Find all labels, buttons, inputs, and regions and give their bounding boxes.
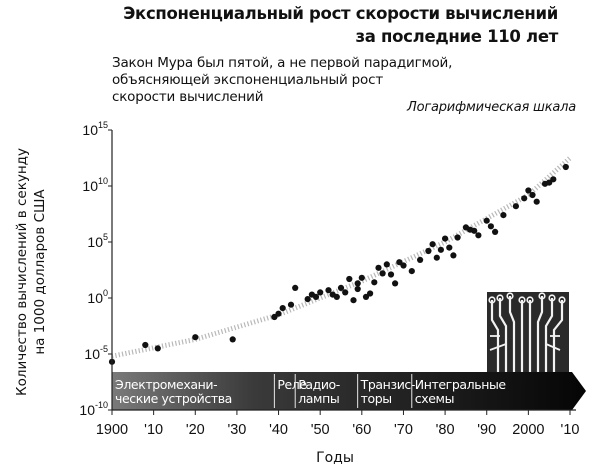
data-point: [392, 280, 399, 287]
x-tick-label: '10: [144, 422, 163, 438]
data-point: [362, 293, 370, 300]
data-point: [354, 280, 361, 287]
data-point: [446, 244, 453, 251]
data-point: [383, 261, 390, 268]
y-axis-label-line-1: Количество вычислений в секунду: [14, 148, 30, 396]
y-tick-label: 1015: [82, 120, 108, 138]
data-point: [483, 217, 490, 224]
data-point: [192, 334, 199, 341]
data-point: [512, 203, 520, 210]
data-point: [317, 289, 324, 296]
chart-title-line-2: за последние 110 лет: [355, 27, 558, 46]
data-point: [358, 274, 365, 281]
x-tick-label: '10: [561, 422, 580, 438]
chip-icon: [487, 292, 569, 372]
paradigm-timeline-bar: [112, 372, 586, 410]
data-point: [425, 247, 432, 255]
x-tick-label: '30: [227, 422, 246, 438]
data-point: [342, 289, 349, 296]
data-point: [492, 228, 499, 235]
data-point: [521, 195, 528, 202]
paradigm-label: Электромехани-: [115, 377, 217, 392]
data-point: [292, 284, 299, 291]
subtitle-line-1: Закон Мура был пятой, а не первой паради…: [112, 55, 453, 71]
data-point: [533, 198, 540, 205]
subtitle-line-2: объясняющей экспоненциальный рост: [112, 72, 383, 88]
data-point: [454, 234, 461, 241]
data-point: [396, 259, 403, 266]
y-tick-label: 10-10: [79, 400, 108, 418]
paradigm-label: Радио-: [298, 377, 340, 392]
data-point: [450, 252, 457, 259]
data-point: [287, 301, 295, 308]
data-point: [367, 290, 374, 297]
data-point: [346, 275, 353, 283]
data-point: [387, 271, 395, 278]
data-point: [304, 296, 311, 303]
x-tick-label: '50: [311, 422, 330, 438]
x-tick-label: '80: [436, 422, 455, 438]
data-point: [333, 293, 340, 300]
x-tick-label: 2000: [512, 422, 544, 438]
data-point: [417, 256, 424, 263]
data-point: [500, 212, 507, 219]
data-point: [487, 223, 494, 230]
data-point: [350, 297, 357, 304]
data-point: [354, 285, 361, 293]
data-point: [529, 191, 536, 199]
y-axis-label: Количество вычислений в секунду на 1000 …: [14, 148, 48, 396]
x-tick-label: 1900: [96, 422, 128, 438]
data-point: [442, 235, 449, 242]
data-point: [562, 163, 569, 171]
y-tick-label: 105: [87, 232, 108, 250]
data-point: [471, 227, 478, 234]
chart-title-line-1: Экспоненциальный рост скорости вычислени…: [123, 4, 558, 23]
data-point: [550, 176, 557, 183]
data-point: [437, 246, 444, 253]
data-point: [229, 336, 236, 343]
log-scale-note: Логарифмическая шкала: [407, 100, 576, 115]
paradigm-label: торы: [361, 391, 392, 406]
trend-band: [111, 156, 572, 359]
data-point: [279, 305, 286, 312]
data-point: [408, 268, 415, 275]
x-tick-label: '20: [186, 422, 205, 438]
data-point: [379, 270, 386, 277]
data-point: [142, 341, 149, 349]
data-point: [375, 264, 382, 271]
data-point: [325, 287, 332, 294]
data-point: [525, 187, 532, 194]
paradigm-label: Транзис-: [360, 377, 415, 392]
y-tick-label: 10-5: [84, 344, 108, 362]
data-point: [275, 310, 282, 317]
paradigm-label: ческие устройства: [115, 391, 232, 406]
y-axis-label-line-2: на 1000 долларов США: [32, 189, 48, 355]
data-point: [433, 254, 440, 261]
data-point: [429, 241, 436, 248]
paradigm-label: Реле: [277, 377, 307, 392]
data-point: [371, 279, 378, 286]
data-point: [400, 262, 407, 269]
data-point: [154, 345, 161, 352]
paradigm-label: Интегральные: [415, 377, 507, 392]
paradigm-label: лампы: [298, 391, 339, 406]
data-point: [337, 284, 345, 291]
paradigm-label: схемы: [415, 391, 454, 406]
x-tick-label: '60: [352, 422, 371, 438]
data-point: [312, 293, 320, 300]
data-point: [475, 232, 482, 239]
x-tick-label: '40: [269, 422, 288, 438]
x-tick-label: '90: [477, 422, 496, 438]
x-tick-label: '70: [394, 422, 413, 438]
y-tick-label: 1010: [82, 176, 108, 194]
subtitle-line-3: скорости вычислений: [112, 89, 264, 105]
chart-subtitle: Закон Мура был пятой, а не первой паради…: [112, 55, 492, 106]
y-tick-label: 100: [87, 288, 108, 306]
x-axis-label: Годы: [316, 450, 354, 466]
